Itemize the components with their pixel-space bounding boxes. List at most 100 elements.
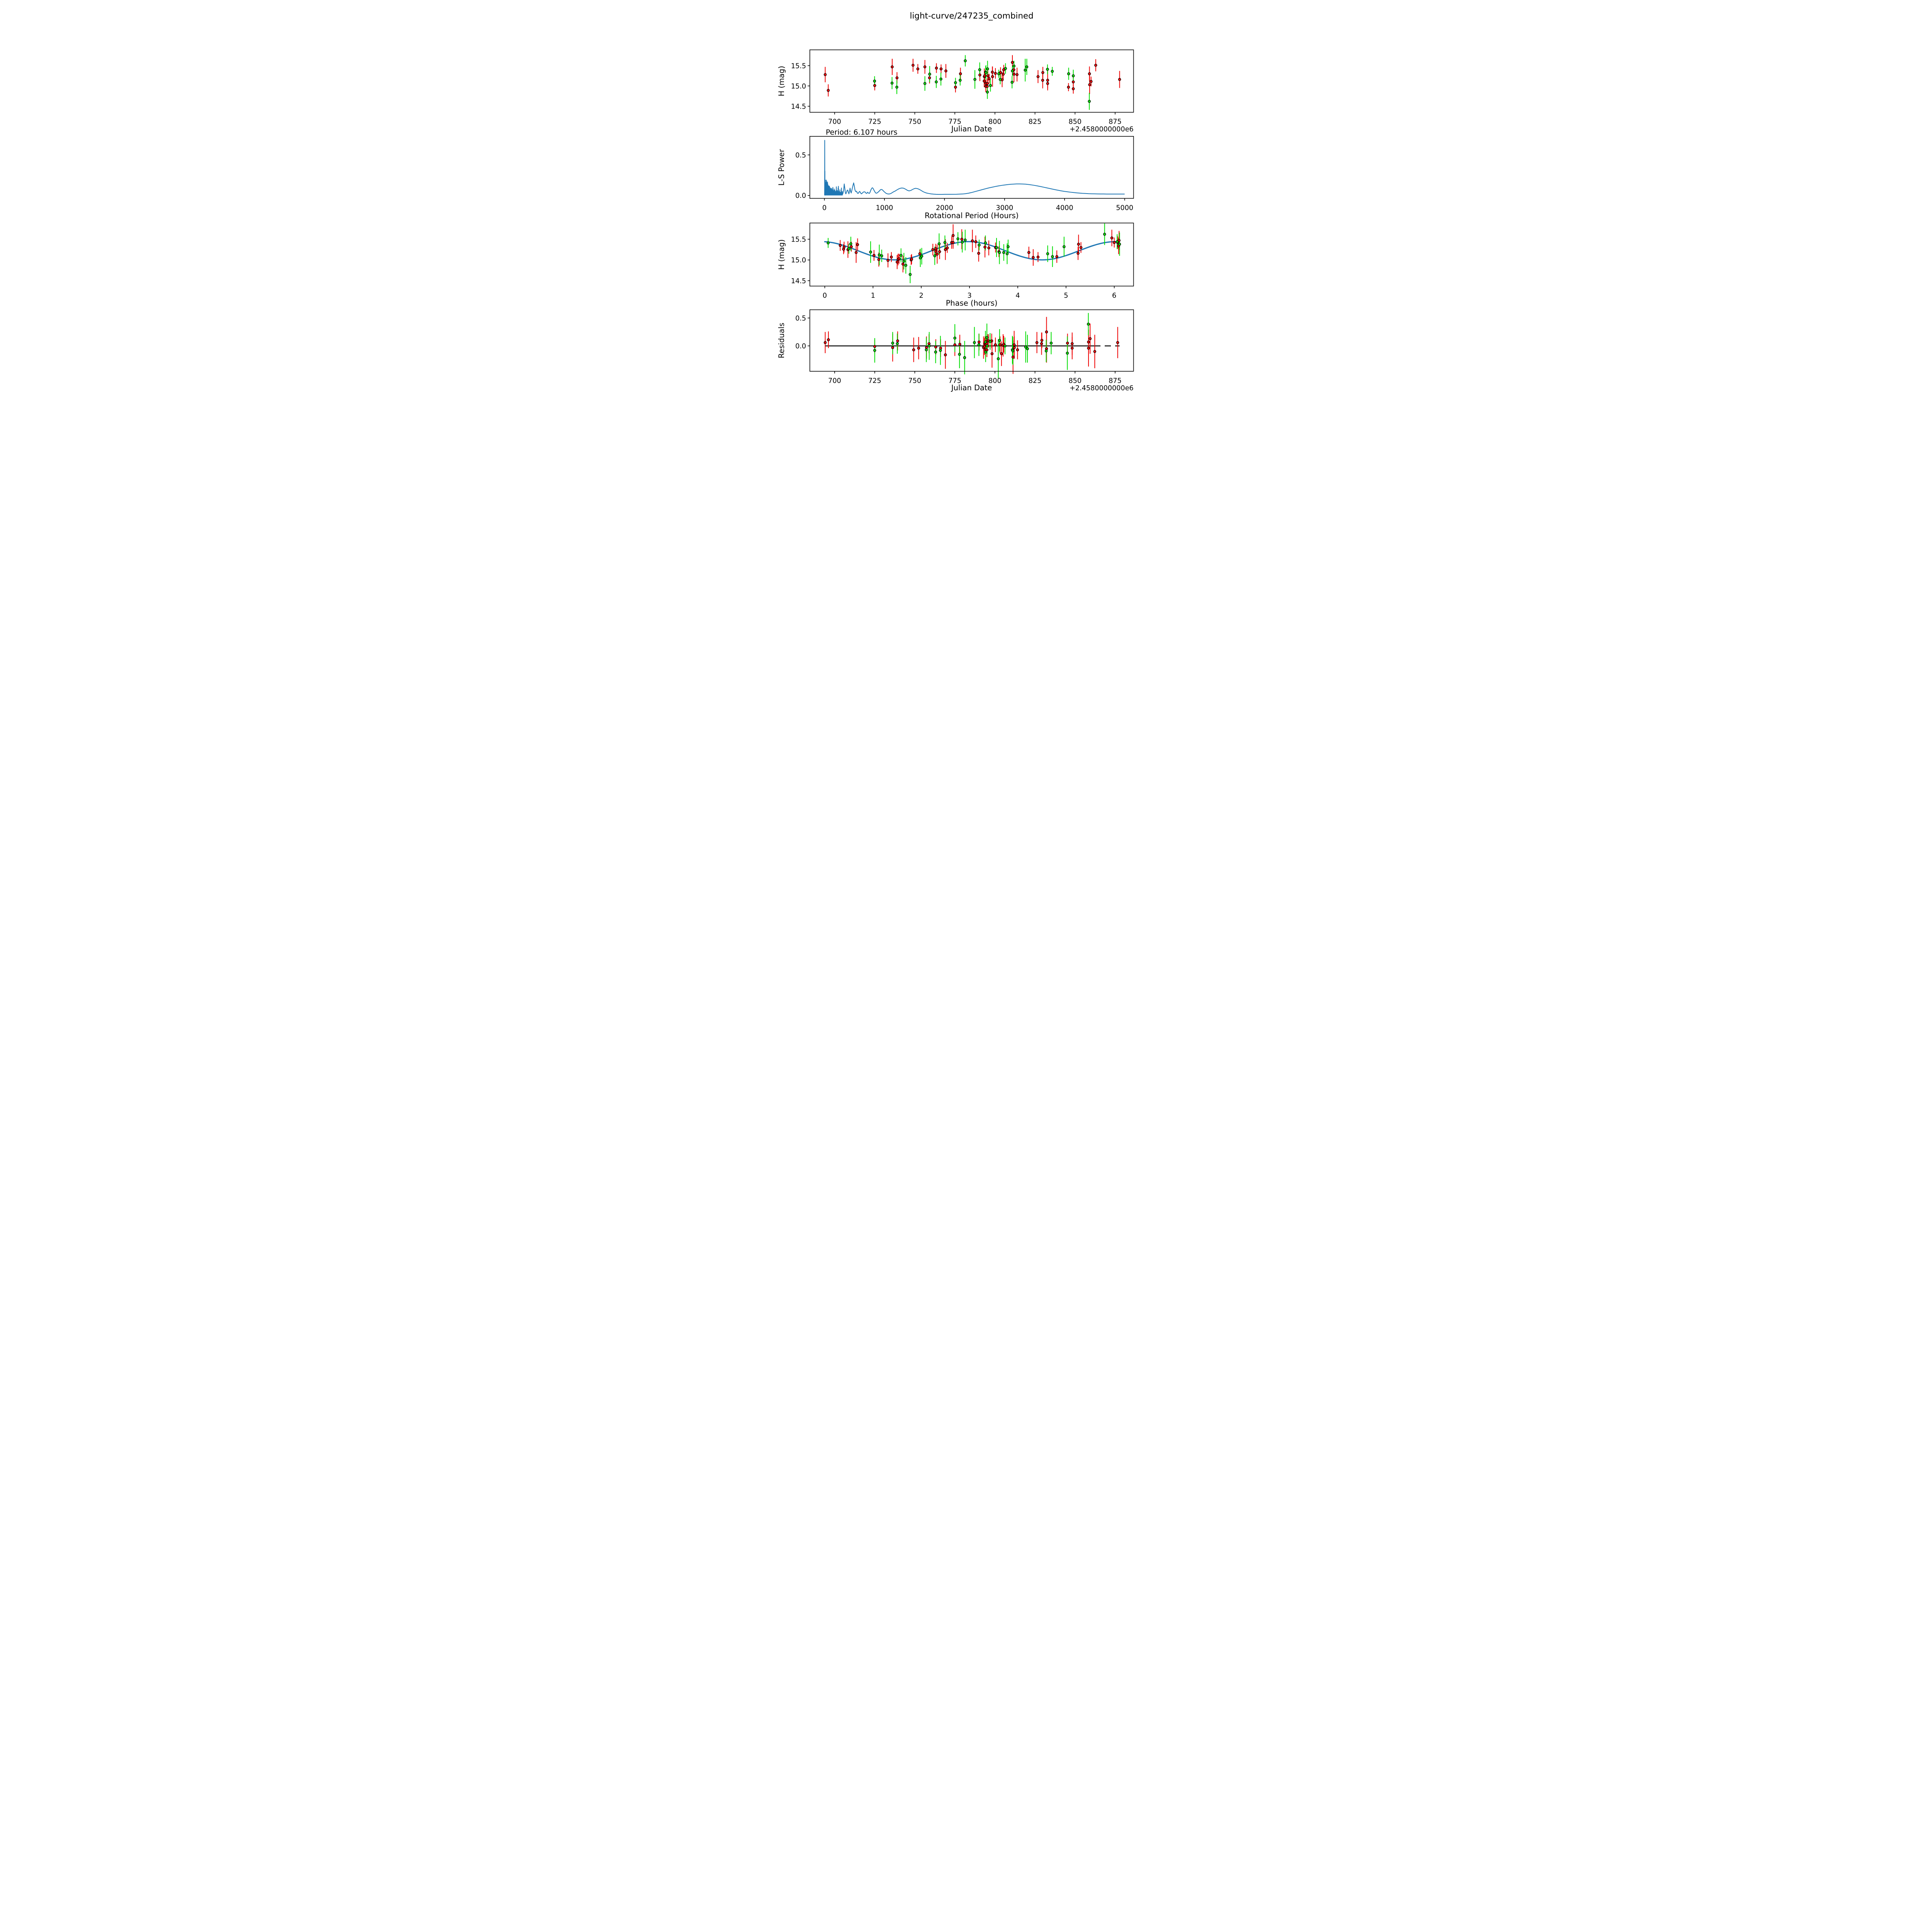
data-point-green [1024,68,1027,72]
data-point-red [1093,350,1097,353]
data-point-green [1087,323,1090,326]
data-point-red [1040,342,1043,345]
residuals-xlabel: Julian Date [951,383,992,392]
x-tick-label: 1 [871,292,875,299]
data-point-green [956,237,959,240]
x-tick-label: 0 [823,292,827,299]
y-tick-label: 0.0 [795,192,806,200]
data-point-red [917,347,920,350]
data-point-green [963,356,966,359]
data-point-red [891,346,895,349]
x-tick-label: 2000 [936,204,953,212]
data-point-red [1066,342,1069,345]
data-point-green [998,338,1001,342]
data-point-green [939,349,942,352]
data-point-red [827,338,830,342]
data-point-red [1040,338,1044,342]
axes-spines [810,49,1134,113]
x-tick-label: 850 [1068,118,1082,126]
data-point-red [1011,355,1015,359]
data-point-red [1118,78,1121,81]
data-point-red [983,245,986,249]
data-point-red [1094,64,1097,67]
data-point-red [1088,83,1091,87]
data-point-red [901,262,905,266]
data-point-green [988,340,992,343]
axes-spines [810,136,1134,199]
data-point-red [873,345,876,348]
data-point-red [1032,256,1035,259]
x-tick-label: 700 [828,118,841,126]
x-tick-label: 825 [1029,118,1042,126]
x-tick-label: 800 [988,377,1002,385]
data-point-green [1051,255,1054,258]
data-point-red [856,243,859,246]
residuals-ylabel: Residuals [777,323,786,358]
data-point-green [939,77,942,81]
data-point-red [1035,341,1039,344]
data-point-red [983,74,986,77]
data-point-green [873,349,876,352]
figure-title: light-curve/247235_combined [910,11,1034,21]
data-point-green [984,71,988,74]
data-point-red [1046,78,1049,82]
data-point-red [896,339,899,343]
data-point-green [880,254,883,257]
data-point-red [944,248,947,251]
data-point-green [1026,347,1029,350]
data-point-green [1003,344,1007,348]
x-tick-label: 850 [1068,377,1082,385]
x-tick-label: 6 [1112,292,1116,299]
data-point-green [925,348,928,352]
panel-periodogram: 0 1000 2000 3000 4000 5000 0.0 0.5 [795,136,1134,212]
data-point-red [939,67,943,71]
data-point-red [951,234,955,237]
data-point-red [850,245,853,248]
data-point-red [991,70,994,74]
x-tick-label: 750 [908,377,922,385]
data-point-green [923,82,927,85]
y-tick-label: 14.5 [791,103,806,111]
data-point-green [895,85,898,89]
residuals-x-offset: +2.4580000000e6 [1070,384,1133,392]
data-point-green [1116,240,1119,243]
data-point-red [827,89,830,92]
data-point-green [1004,67,1007,70]
data-point-red [1036,255,1040,259]
data-point-green [998,78,1002,81]
data-point-green [1049,342,1053,345]
data-point-red [1036,75,1040,78]
data-point-green [899,254,903,257]
x-tick-label: 5 [1064,292,1068,299]
data-point-green [998,251,1001,254]
data-point-red [890,255,893,259]
x-tick-label: 2 [919,292,923,299]
data-point-green [1118,243,1121,246]
data-point-green [1071,74,1075,77]
data-point-red [1071,80,1075,83]
panel-phase: 0 1 2 3 4 5 6 14.5 15.0 15.5 [791,223,1134,299]
data-point-red [998,343,1002,347]
data-point-red [931,248,934,251]
data-point-green [933,254,936,257]
y-tick-label: 14.5 [791,277,806,285]
data-point-green [973,341,976,344]
data-point-red [994,343,997,347]
data-point-red [1067,85,1070,89]
x-tick-label: 4 [1015,292,1020,299]
data-point-red [934,345,937,349]
data-point-red [991,75,994,78]
data-point-red [891,65,894,68]
data-point-red [987,246,990,250]
data-point-red [974,240,978,243]
data-point-red [1087,347,1090,350]
x-tick-label: 725 [868,118,881,126]
data-point-green [978,68,981,71]
axes-spines [810,223,1134,287]
data-point-green [1103,233,1106,236]
data-point-red [838,244,842,247]
data-point-green [1011,69,1014,73]
data-point-red [1087,340,1090,344]
data-point-green [1007,245,1010,248]
data-point-green [920,255,923,258]
